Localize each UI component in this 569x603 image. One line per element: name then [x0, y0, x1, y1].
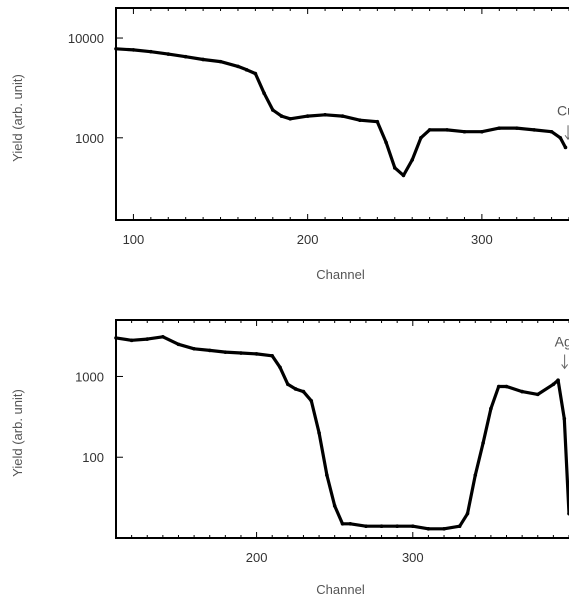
data-point	[395, 524, 399, 528]
top-plot-area	[114, 46, 568, 178]
x-tick-label: 300	[402, 550, 424, 565]
data-series-line	[115, 47, 567, 177]
data-point	[223, 350, 228, 354]
data-point	[514, 126, 519, 130]
data-point	[262, 91, 266, 95]
data-point	[323, 113, 327, 117]
data-point	[563, 145, 568, 150]
data-point	[286, 382, 290, 387]
data-point	[401, 173, 406, 178]
data-point	[442, 526, 446, 531]
data-point	[427, 128, 432, 132]
data-point	[301, 389, 306, 394]
data-point	[270, 354, 275, 358]
data-point	[317, 431, 321, 435]
data-point	[288, 117, 293, 121]
data-point	[358, 118, 362, 123]
data-point	[465, 511, 470, 516]
data-point	[340, 521, 345, 526]
data-point	[254, 352, 259, 356]
data-point	[218, 59, 223, 64]
data-point	[207, 348, 212, 353]
y-tick-label: 1000	[75, 369, 104, 384]
bottom-x-axis-label: Channel	[316, 582, 365, 597]
data-point	[201, 57, 205, 62]
x-tick-label: 300	[471, 232, 493, 247]
data-point	[520, 389, 524, 394]
data-point	[279, 114, 284, 118]
data-point	[457, 524, 462, 528]
top-cu-arrow	[564, 125, 569, 141]
data-point	[562, 416, 567, 421]
data-point	[271, 108, 275, 112]
top-cu-annotation: Cu	[557, 102, 569, 118]
data-point	[532, 128, 536, 132]
data-point	[410, 524, 415, 528]
data-point	[253, 71, 258, 76]
data-point	[504, 384, 509, 389]
data-series-line	[115, 335, 569, 531]
data-point	[293, 387, 298, 391]
data-point	[480, 129, 484, 134]
data-point	[556, 378, 560, 382]
data-point	[445, 128, 449, 132]
data-point	[340, 114, 345, 118]
data-point	[325, 473, 329, 477]
data-point	[176, 342, 181, 347]
data-point	[192, 346, 196, 351]
top-plot-frame	[115, 7, 569, 221]
bottom-ag-arrow	[561, 354, 569, 370]
data-point	[497, 126, 502, 130]
data-point	[496, 384, 501, 389]
data-point	[161, 334, 165, 339]
top-chart-panel: 100 200 300 1000 10000 Channel Yield (arb. u…	[10, 7, 569, 282]
data-point	[166, 52, 171, 56]
data-point	[332, 504, 337, 508]
data-point	[426, 526, 431, 531]
top-axis-ticks: 100 200 300 1000 10000	[68, 8, 569, 247]
y-tick-label: 10000	[68, 31, 104, 46]
data-point	[183, 54, 188, 59]
data-point	[309, 398, 314, 403]
data-point	[379, 524, 384, 528]
x-tick-label: 200	[246, 550, 268, 565]
bottom-plot-frame	[115, 319, 569, 539]
bottom-plot-area	[114, 334, 569, 531]
data-point	[129, 338, 134, 343]
bottom-axis-ticks: 200 300 100 1000	[75, 320, 569, 565]
data-point	[410, 158, 414, 162]
data-point	[305, 114, 310, 118]
data-point	[239, 351, 243, 355]
data-point	[392, 166, 397, 170]
y-tick-label: 100	[82, 450, 104, 465]
data-point	[278, 365, 282, 370]
data-point	[489, 406, 493, 411]
data-point	[364, 524, 368, 528]
data-point	[384, 140, 388, 145]
x-tick-label: 100	[123, 232, 145, 247]
data-point	[375, 119, 380, 124]
data-point	[481, 441, 485, 445]
data-point	[473, 473, 478, 477]
top-x-axis-label: Channel	[316, 267, 365, 282]
data-point	[145, 337, 150, 341]
top-y-axis-label: Yield (arb. unit)	[10, 74, 25, 162]
data-point	[535, 392, 540, 397]
bottom-ag-annotation: Ag	[555, 333, 569, 349]
data-point	[419, 136, 423, 140]
data-point	[551, 382, 556, 387]
data-point	[462, 129, 467, 134]
bottom-y-axis-label: Yield (arb. unit)	[10, 389, 25, 477]
x-tick-label: 200	[297, 232, 319, 247]
data-point	[131, 48, 136, 52]
data-point	[348, 521, 353, 526]
data-point	[549, 129, 554, 134]
y-tick-label: 1000	[75, 131, 104, 146]
data-point	[244, 68, 249, 72]
data-point	[236, 64, 240, 69]
data-point	[558, 136, 563, 140]
data-point	[149, 49, 153, 54]
